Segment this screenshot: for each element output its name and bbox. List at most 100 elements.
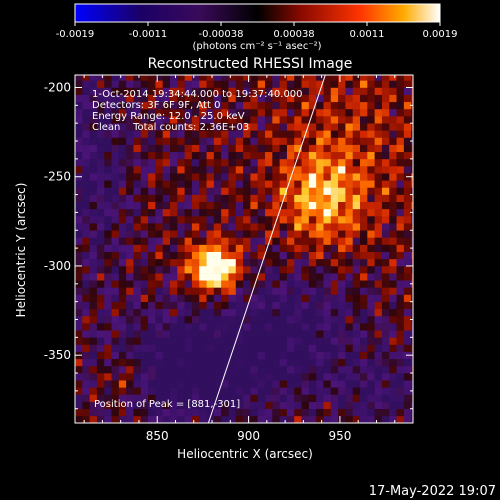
- heatmap-cell: [257, 351, 266, 360]
- heatmap-cell: [381, 244, 390, 252]
- heatmap-cell: [96, 415, 105, 423]
- heatmap-cell: [243, 351, 251, 360]
- heatmap-cell: [111, 294, 120, 302]
- heatmap-cell: [104, 208, 112, 217]
- heatmap-cell: [345, 323, 354, 331]
- heatmap-cell: [228, 315, 237, 324]
- heatmap-cell: [403, 80, 412, 88]
- heatmap-cell: [243, 330, 251, 338]
- heatmap-cell: [265, 144, 273, 153]
- heatmap-cell: [360, 237, 368, 245]
- heatmap-cell: [323, 80, 332, 88]
- heatmap-cell: [82, 308, 90, 317]
- heatmap-cell: [250, 101, 258, 110]
- heatmap-cell: [316, 373, 324, 381]
- heatmap-cell: [140, 80, 149, 88]
- heatmap-cell: [374, 244, 383, 252]
- heatmap-cell: [118, 294, 127, 302]
- heatmap-cell: [140, 244, 149, 252]
- heatmap-cell: [294, 251, 302, 260]
- heatmap-cell: [279, 408, 288, 417]
- heatmap-cell: [118, 230, 127, 238]
- heatmap-cell: [191, 137, 200, 145]
- heatmap-cell: [111, 94, 120, 103]
- heatmap-cell: [191, 373, 200, 381]
- heatmap-cell: [170, 151, 178, 160]
- heatmap-cell: [221, 415, 229, 423]
- heatmap-cell: [265, 358, 273, 367]
- heatmap-cell: [199, 130, 207, 138]
- heatmap-cell: [330, 116, 339, 124]
- heatmap-cell: [308, 358, 317, 367]
- heatmap-cell: [294, 208, 302, 217]
- heatmap-cell: [133, 308, 142, 317]
- heatmap-cell: [323, 380, 332, 388]
- heatmap-cell: [338, 351, 346, 360]
- heatmap-cell: [323, 401, 332, 410]
- heatmap-cell: [308, 408, 317, 417]
- heatmap-cell: [148, 323, 156, 331]
- heatmap-cell: [360, 215, 368, 224]
- heatmap-cell: [155, 401, 163, 410]
- heatmap-cell: [411, 251, 413, 260]
- heatmap-cell: [89, 173, 98, 181]
- heatmap-cell: [75, 94, 83, 103]
- heatmap-cell: [155, 123, 163, 131]
- heatmap-cell: [96, 258, 105, 267]
- heatmap-cell: [257, 344, 266, 352]
- heatmap-cell: [367, 394, 375, 402]
- heatmap-cell: [213, 187, 222, 195]
- heatmap-cell: [104, 280, 112, 288]
- heatmap-cell: [381, 194, 390, 203]
- heatmap-cell: [352, 75, 361, 81]
- heatmap-cell: [199, 301, 207, 310]
- heatmap-cell: [111, 180, 120, 188]
- heatmap-cell: [294, 380, 302, 388]
- heatmap-cell: [257, 323, 266, 331]
- heatmap-cell: [272, 323, 280, 331]
- heatmap-cell: [338, 337, 346, 345]
- heatmap-cell: [360, 315, 368, 324]
- heatmap-cell: [286, 308, 295, 317]
- heatmap-cell: [126, 187, 134, 195]
- heatmap-cell: [411, 358, 413, 367]
- heatmap-cell: [345, 315, 354, 324]
- heatmap-cell: [118, 237, 127, 245]
- heatmap-cell: [345, 387, 354, 395]
- heatmap-cell: [257, 173, 266, 181]
- heatmap-cell: [177, 401, 185, 410]
- heatmap-cell: [213, 237, 222, 245]
- heatmap-cell: [177, 387, 185, 395]
- heatmap-cell: [221, 387, 229, 395]
- heatmap-cell: [338, 187, 346, 195]
- heatmap-cell: [301, 208, 310, 217]
- heatmap-cell: [133, 108, 142, 117]
- heatmap-cell: [323, 230, 332, 238]
- heatmap-cell: [221, 130, 229, 138]
- heatmap-cell: [279, 301, 288, 310]
- heatmap-cell: [381, 308, 390, 317]
- heatmap-cell: [162, 287, 171, 295]
- heatmap-cell: [133, 75, 142, 81]
- heatmap-cell: [279, 287, 288, 295]
- heatmap-cell: [279, 280, 288, 288]
- heatmap-cell: [228, 351, 237, 360]
- heatmap-cell: [118, 273, 127, 281]
- heatmap-cell: [411, 201, 413, 210]
- heatmap-cell: [170, 201, 178, 210]
- heatmap-cell: [308, 387, 317, 395]
- heatmap-cell: [374, 137, 383, 145]
- heatmap-cell: [228, 244, 237, 252]
- heatmap-cell: [140, 301, 149, 310]
- heatmap-cell: [294, 166, 302, 174]
- heatmap-cell: [403, 208, 412, 217]
- heatmap-cell: [323, 166, 332, 174]
- heatmap-cell: [243, 180, 251, 188]
- heatmap-cell: [396, 394, 405, 402]
- heatmap-cell: [191, 330, 200, 338]
- heatmap-cell: [272, 351, 280, 360]
- heatmap-cell: [104, 137, 112, 145]
- heatmap-cell: [75, 237, 83, 245]
- heatmap-cell: [323, 315, 332, 324]
- heatmap-cell: [221, 80, 229, 88]
